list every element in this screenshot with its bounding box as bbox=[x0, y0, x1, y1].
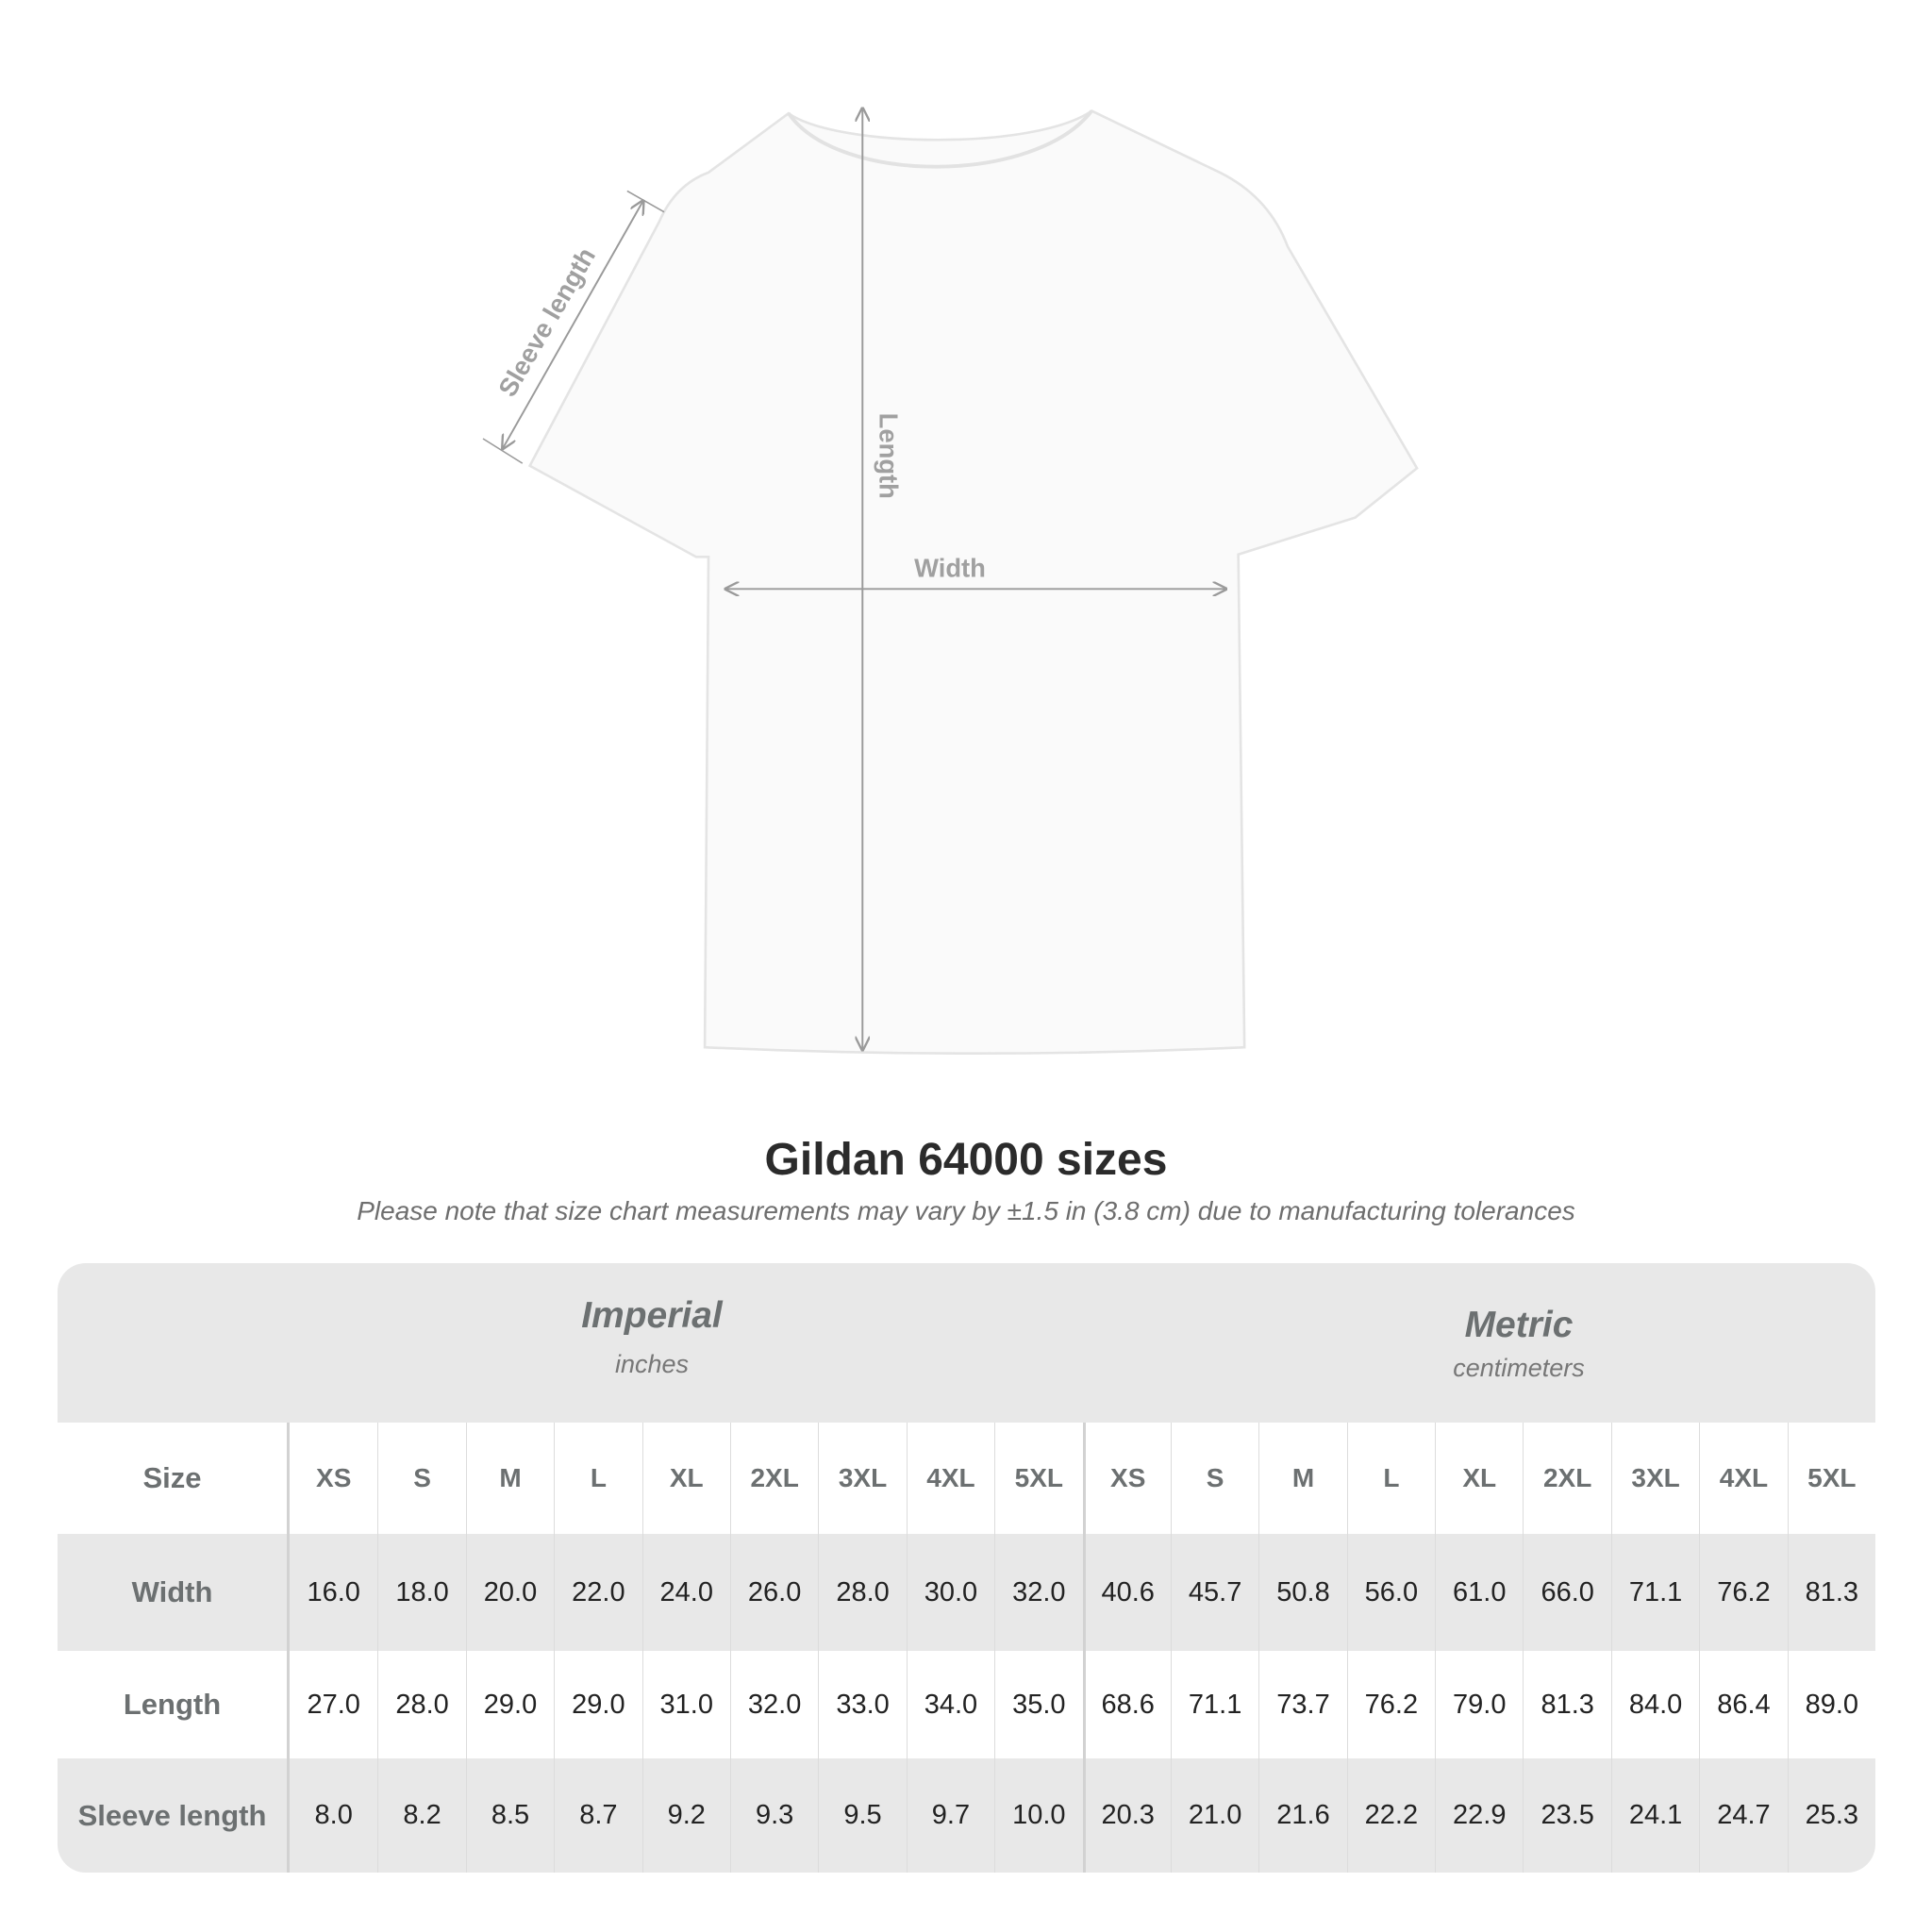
row-label: Length bbox=[58, 1651, 290, 1758]
value-cell-imperial: 32.0 bbox=[994, 1534, 1082, 1651]
value-cell-imperial: 29.0 bbox=[554, 1651, 641, 1758]
value-cell-metric: 79.0 bbox=[1435, 1651, 1523, 1758]
value-cell-imperial: 28.0 bbox=[818, 1534, 906, 1651]
value-cell-imperial: 31.0 bbox=[641, 1651, 730, 1758]
value-cell-imperial: 29.0 bbox=[465, 1651, 554, 1758]
value-cell-imperial: 20.0 bbox=[465, 1534, 554, 1651]
value-cell-imperial: 30.0 bbox=[906, 1534, 994, 1651]
value-cell-imperial: 24.0 bbox=[641, 1534, 730, 1651]
size-header-metric-l: L bbox=[1346, 1423, 1435, 1534]
value-cell-imperial: 8.5 bbox=[465, 1758, 554, 1873]
value-cell-metric: 73.7 bbox=[1258, 1651, 1346, 1758]
imperial-title: Imperial bbox=[581, 1295, 723, 1336]
size-header-metric-m: M bbox=[1258, 1423, 1346, 1534]
size-table: Imperial inches Metric centimeters Size … bbox=[58, 1263, 1875, 1873]
size-header-imperial-5xl: 5XL bbox=[994, 1423, 1082, 1534]
value-cell-imperial: 9.7 bbox=[906, 1758, 994, 1873]
value-cell-metric: 66.0 bbox=[1523, 1534, 1610, 1651]
tshirt-diagram: Length Width Sleeve length bbox=[482, 0, 1419, 1056]
size-header-imperial-xs: XS bbox=[316, 1463, 352, 1492]
size-header-imperial-4xl: 4XL bbox=[906, 1423, 994, 1534]
value-cell-metric: 86.4 bbox=[1699, 1651, 1787, 1758]
value-cell-metric: 22.9 bbox=[1435, 1758, 1523, 1873]
value-cell-imperial: 28.0 bbox=[377, 1651, 465, 1758]
value-cell-imperial: 35.0 bbox=[994, 1651, 1082, 1758]
value-cell-imperial: 9.3 bbox=[729, 1758, 818, 1873]
value-cell-metric: 24.7 bbox=[1699, 1758, 1787, 1873]
value-cell-metric: 45.7 bbox=[1170, 1534, 1258, 1651]
value-cell-metric: 89.0 bbox=[1787, 1651, 1875, 1758]
value-cell-imperial: 33.0 bbox=[818, 1651, 906, 1758]
size-header-imperial-s: S bbox=[377, 1423, 465, 1534]
value-cell-imperial: 9.5 bbox=[818, 1758, 906, 1873]
size-header-metric-3xl: 3XL bbox=[1610, 1423, 1699, 1534]
value-cell-metric: 22.2 bbox=[1346, 1758, 1435, 1873]
size-header-metric-4xl: 4XL bbox=[1699, 1423, 1787, 1534]
value-cell-metric: 50.8 bbox=[1258, 1534, 1346, 1651]
size-header-metric-xs: XS bbox=[1082, 1423, 1171, 1534]
value-cell-metric: 20.3 bbox=[1082, 1758, 1171, 1873]
size-header-imperial-m: M bbox=[465, 1423, 554, 1534]
value-cell-metric: 40.6 bbox=[1082, 1534, 1171, 1651]
page-title: Gildan 64000 sizes bbox=[764, 1135, 1168, 1185]
size-header-imperial-2xl: 2XL bbox=[729, 1423, 818, 1534]
value-cell-metric: 23.5 bbox=[1523, 1758, 1610, 1873]
value-cell-metric: 25.3 bbox=[1787, 1758, 1875, 1873]
value-cell-imperial: 8.7 bbox=[554, 1758, 641, 1873]
value-cell-imperial: 22.0 bbox=[554, 1534, 641, 1651]
sleeve-tick-bottom bbox=[482, 438, 524, 464]
size-header-imperial-3xl: 3XL bbox=[818, 1423, 906, 1534]
imperial-header: Imperial inches bbox=[369, 1295, 935, 1379]
row-label: Sleeve length bbox=[58, 1758, 290, 1873]
tolerance-note: Please note that size chart measurements… bbox=[357, 1196, 1575, 1225]
size-header-imperial-l: L bbox=[554, 1423, 641, 1534]
value-cell-metric: 68.6 bbox=[1082, 1651, 1171, 1758]
metric-header: Metric centimeters bbox=[1236, 1305, 1802, 1383]
value-cell-metric: 71.1 bbox=[1170, 1651, 1258, 1758]
unit-header-band bbox=[58, 1263, 1875, 1423]
value-cell-metric: 71.1 bbox=[1610, 1534, 1699, 1651]
sleeve-tick-top bbox=[626, 190, 665, 213]
table-row-length: Length 27.0 28.0 29.0 29.0 31.0 32.0 33.0 34.0 35… bbox=[58, 1651, 1875, 1758]
size-header-imperial-xl: XL bbox=[641, 1423, 730, 1534]
length-label: Length bbox=[874, 413, 904, 499]
size-header-metric-5xl: 5XL bbox=[1787, 1423, 1875, 1534]
value-cell-metric: 21.6 bbox=[1258, 1758, 1346, 1873]
table-row-sleeve-length: Sleeve length 8.0 8.2 8.5 8.7 9.2 9.3 9.5 9.7 10.… bbox=[58, 1758, 1875, 1873]
size-row: Size XS S M L XL 2XL 3XL 4XL 5XL XS S M L XL 2XL 3XL 4XL… bbox=[58, 1423, 1875, 1534]
value-cell-imperial: 18.0 bbox=[377, 1534, 465, 1651]
metric-unit: centimeters bbox=[1453, 1354, 1585, 1382]
value-cell-imperial: 16.0 bbox=[307, 1576, 360, 1607]
value-cell-imperial: 8.2 bbox=[377, 1758, 465, 1873]
size-header-metric-xl: XL bbox=[1435, 1423, 1523, 1534]
tshirt-collar bbox=[787, 109, 1093, 169]
value-cell-imperial: 26.0 bbox=[729, 1534, 818, 1651]
value-cell-imperial: 10.0 bbox=[994, 1758, 1082, 1873]
value-cell-metric: 21.0 bbox=[1170, 1758, 1258, 1873]
size-label: Size bbox=[58, 1423, 290, 1534]
imperial-unit: inches bbox=[614, 1350, 690, 1378]
table-row-width: Width 16.0 18.0 20.0 22.0 24.0 26.0 28.0 30.0 32.… bbox=[58, 1534, 1875, 1651]
value-cell-imperial: 9.2 bbox=[641, 1758, 730, 1873]
value-cell-metric: 56.0 bbox=[1346, 1534, 1435, 1651]
width-label: Width bbox=[914, 553, 986, 582]
value-cell-imperial: 27.0 bbox=[307, 1689, 360, 1720]
value-cell-metric: 76.2 bbox=[1699, 1534, 1787, 1651]
value-cell-metric: 84.0 bbox=[1610, 1651, 1699, 1758]
value-cell-metric: 81.3 bbox=[1523, 1651, 1610, 1758]
size-header-metric-s: S bbox=[1170, 1423, 1258, 1534]
size-header-metric-2xl: 2XL bbox=[1523, 1423, 1610, 1534]
value-cell-metric: 24.1 bbox=[1610, 1758, 1699, 1873]
sleeve-arrow bbox=[503, 201, 643, 449]
value-cell-imperial: 8.0 bbox=[314, 1800, 353, 1830]
metric-title: Metric bbox=[1464, 1305, 1574, 1345]
value-cell-imperial: 34.0 bbox=[906, 1651, 994, 1758]
value-cell-imperial: 32.0 bbox=[729, 1651, 818, 1758]
value-cell-metric: 76.2 bbox=[1346, 1651, 1435, 1758]
row-label: Width bbox=[58, 1534, 290, 1651]
value-cell-metric: 61.0 bbox=[1435, 1534, 1523, 1651]
value-cell-metric: 81.3 bbox=[1787, 1534, 1875, 1651]
